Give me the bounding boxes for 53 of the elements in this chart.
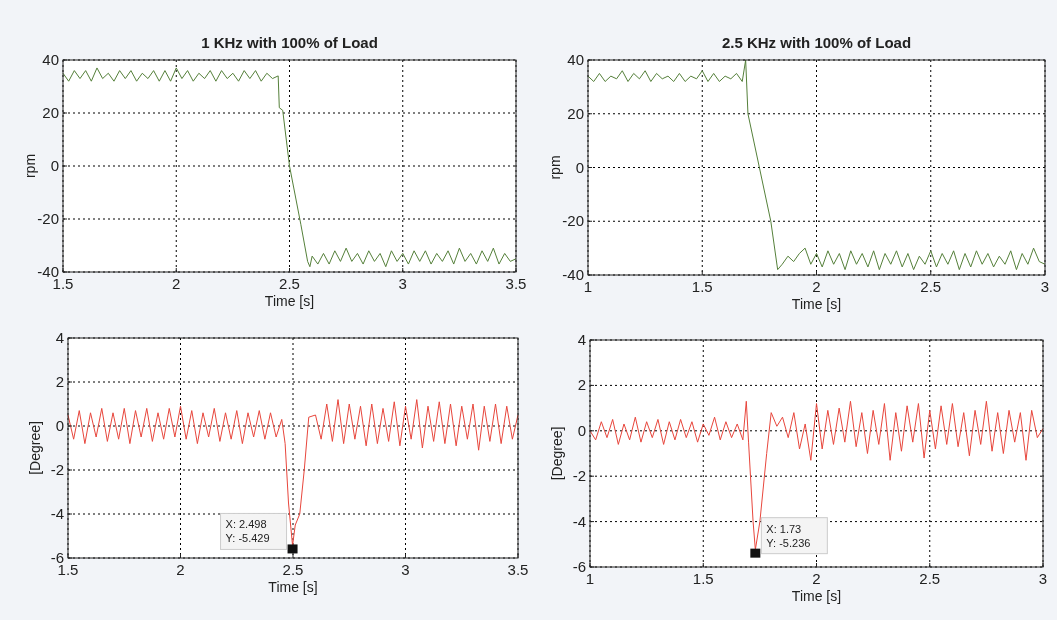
y-axis-title: [Degree] — [27, 421, 43, 475]
y-tick-label: -40 — [562, 266, 584, 283]
y-tick-label: 0 — [575, 158, 584, 176]
x-tick-label: 1 — [583, 278, 593, 295]
y-axis-title: [Degree] — [549, 426, 565, 481]
y-tick-label: -40 — [37, 263, 59, 280]
line-series — [62, 67, 517, 268]
x-axis-title: Time [s] — [791, 588, 842, 604]
y-tick-label: 0 — [55, 417, 64, 434]
x-axis-title: Time [s] — [264, 293, 315, 309]
y-tick-label: -6 — [50, 549, 64, 566]
y-tick-label: -4 — [572, 512, 586, 530]
x-tick-label: 3 — [1040, 278, 1050, 295]
x-axis-title: Time [s] — [791, 296, 842, 312]
annotation: X: 1.73 Y: -5.236 — [766, 522, 811, 549]
x-tick-label: 3.5 — [505, 275, 527, 292]
y-tick-label: 20 — [567, 104, 584, 122]
chart-title: 2.5 KHz with 100% of Load — [721, 34, 912, 51]
y-axis-title: rpm — [22, 153, 38, 179]
x-tick-label: 3.5 — [507, 561, 529, 578]
x-tick-label: 1 — [585, 570, 595, 587]
y-tick-label: 2 — [55, 373, 64, 390]
y-axis-title: rpm — [547, 155, 563, 180]
y-tick-label: 4 — [577, 331, 586, 348]
x-tick-label: 1.5 — [691, 278, 713, 295]
chart-title: 1 KHz with 100% of Load — [201, 34, 378, 51]
y-tick-label: 2 — [577, 376, 586, 394]
x-tick-label: 2 — [176, 561, 185, 578]
y-tick-label: 0 — [50, 157, 59, 174]
y-tick-label: -2 — [572, 467, 586, 485]
x-tick-label: 2.5 — [282, 561, 304, 578]
x-axis-title: Time [s] — [268, 579, 318, 595]
x-tick-label: 2 — [172, 275, 181, 292]
y-tick-label: 0 — [577, 421, 586, 439]
y-tick-label: -20 — [562, 212, 584, 230]
x-tick-label: 2 — [812, 278, 821, 295]
y-tick-label: 40 — [42, 51, 59, 68]
y-tick-label: -4 — [50, 505, 64, 522]
y-tick-label: -2 — [50, 461, 64, 478]
x-tick-label: 1.5 — [692, 570, 714, 587]
y-tick-label: -20 — [37, 210, 59, 227]
y-tick-label: 20 — [42, 104, 59, 121]
y-tick-label: 40 — [567, 51, 584, 68]
x-tick-label: 3 — [1038, 570, 1048, 587]
y-tick-label: -6 — [572, 558, 586, 575]
annotation: X: 2.498 Y: -5.429 — [225, 518, 270, 545]
x-tick-label: 2.5 — [920, 278, 942, 295]
y-tick-label: 4 — [55, 329, 64, 346]
x-tick-label: 3 — [398, 275, 407, 292]
x-tick-label: 3 — [401, 561, 410, 578]
x-tick-label: 2.5 — [279, 275, 300, 292]
x-tick-label: 2 — [812, 570, 821, 587]
x-tick-label: 2.5 — [919, 570, 941, 587]
